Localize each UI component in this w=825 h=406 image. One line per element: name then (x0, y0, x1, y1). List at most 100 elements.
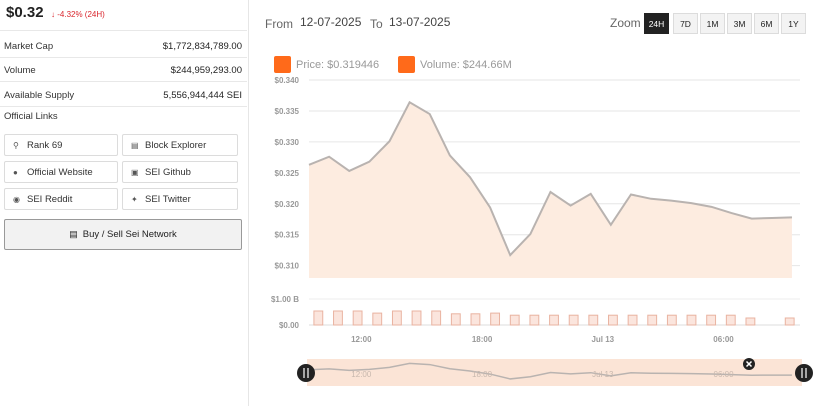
link-twitter[interactable]: ✦ SEI Twitter (122, 188, 238, 210)
coin-summary-panel: $0.32 ↓ -4.32% (24H) Market Cap $1,772,8… (0, 0, 249, 406)
volume-bar (725, 314, 736, 326)
divider (0, 106, 247, 107)
volume-bar (333, 310, 343, 326)
cart-icon: ▤ (69, 229, 78, 239)
navigator-line (308, 362, 792, 380)
x-tick-label: 18:00 (472, 335, 493, 344)
price-change-value: -4.32% (24H) (57, 10, 105, 19)
y-tick-label: $0.335 (275, 107, 300, 116)
handle-knob[interactable] (795, 364, 813, 382)
close-icon-stroke (745, 360, 753, 368)
legend-volume-label: Volume: $244.66M (420, 58, 512, 71)
link-label: SEI Github (145, 166, 191, 178)
divider (0, 81, 247, 82)
legend-volume[interactable]: Volume: $244.66M (398, 56, 512, 73)
divider (0, 30, 247, 31)
volume-bar (431, 310, 442, 326)
current-price: $0.32 (6, 4, 44, 21)
link-official-website[interactable]: ● Official Website (4, 161, 118, 183)
stat-value: $1,772,834,789.00 (162, 41, 242, 52)
zoom-24h-button[interactable]: 24H (644, 13, 669, 34)
y-tick-label: $0.320 (275, 200, 300, 209)
car-icon: ▣ (131, 167, 139, 177)
volume-bar (411, 310, 422, 326)
link-label: SEI Twitter (145, 193, 191, 205)
volume-bar (647, 314, 658, 326)
volume-bar (784, 317, 795, 326)
link-label: SEI Reddit (27, 193, 73, 205)
legend-price[interactable]: Price: $0.319446 (274, 56, 379, 73)
link-github[interactable]: ▣ SEI Github (122, 161, 238, 183)
zoom-7d-button[interactable]: 7D (673, 13, 698, 34)
official-links-title: Official Links (4, 111, 58, 122)
y-tick-label: $0.310 (275, 262, 300, 271)
twitter-icon: ✦ (131, 194, 138, 204)
document-icon: ▤ (131, 140, 139, 150)
navigator-left-handle[interactable] (297, 364, 315, 382)
chart-panel: From 12-07-2025 To 13-07-2025 Zoom 24H 7… (249, 0, 825, 406)
y-tick-label: $0.340 (275, 76, 300, 85)
stat-value: 5,556,944,444 SEI (163, 90, 242, 101)
volume-bar (352, 310, 363, 326)
zoom-1y-button[interactable]: 1Y (781, 13, 806, 34)
to-label: To (370, 17, 383, 31)
zoom-1m-button[interactable]: 1M (700, 13, 725, 34)
pin-icon: ⚲ (13, 140, 19, 150)
volume-bar (450, 313, 461, 326)
stat-label: Volume (4, 65, 36, 76)
legend-volume-swatch (398, 56, 415, 73)
down-arrow-icon: ↓ (51, 10, 55, 19)
volume-bar (470, 313, 481, 326)
price-header: $0.32 ↓ -4.32% (24H) (6, 4, 105, 22)
zoom-3m-button[interactable]: 3M (727, 13, 752, 34)
volume-bar (490, 312, 501, 326)
stat-label: Available Supply (4, 90, 75, 101)
volume-bar (706, 314, 717, 326)
handle-knob[interactable] (297, 364, 315, 382)
navigator-tick-label: 12:00 (351, 370, 372, 379)
navigator-right-handle[interactable] (795, 364, 813, 382)
x-tick-label: 06:00 (713, 335, 734, 344)
volume-bar (686, 314, 697, 326)
buy-sell-button[interactable]: ▤ Buy / Sell Sei Network (4, 219, 242, 250)
volume-bar (529, 314, 540, 326)
volume-tick-label: $0.00 (279, 321, 300, 330)
price-change: ↓ -4.32% (24H) (51, 10, 105, 19)
legend-price-swatch (274, 56, 291, 73)
from-date-input[interactable]: 12-07-2025 (300, 15, 362, 29)
volume-bar (568, 314, 579, 326)
stat-market-cap: Market Cap $1,772,834,789.00 (4, 41, 242, 52)
reddit-icon: ◉ (13, 194, 20, 204)
y-tick-label: $0.315 (275, 231, 300, 240)
volume-bar (608, 314, 618, 326)
to-date-input[interactable]: 13-07-2025 (389, 15, 451, 29)
volume-bar (666, 314, 677, 326)
x-tick-label: 12:00 (351, 335, 372, 344)
link-block-explorer[interactable]: ▤ Block Explorer (122, 134, 238, 156)
volume-tick-label: $1.00 B (271, 295, 299, 304)
link-reddit[interactable]: ◉ SEI Reddit (4, 188, 118, 210)
link-rank[interactable]: ⚲ Rank 69 (4, 134, 118, 156)
stat-label: Market Cap (4, 41, 54, 52)
link-label: Block Explorer (145, 139, 207, 151)
volume-bar (549, 314, 559, 326)
close-icon[interactable] (743, 358, 755, 370)
navigator-tick-label: 06:00 (714, 370, 735, 379)
y-tick-label: $0.330 (275, 138, 300, 147)
stat-volume: Volume $244,959,293.00 (4, 65, 242, 76)
volume-bar (372, 312, 383, 326)
link-label: Official Website (27, 166, 93, 178)
volume-bar (627, 314, 638, 326)
from-label: From (265, 17, 293, 31)
link-label: Rank 69 (27, 139, 63, 151)
volume-bar (745, 317, 756, 326)
price-chart[interactable]: $0.340 $0.335 $0.330 $0.325 $0.320 $0.315 $0.3… (249, 0, 825, 406)
navigator-tick-label: Jul 13 (592, 370, 614, 379)
volume-bar (509, 314, 520, 326)
volume-bar (313, 310, 324, 326)
buy-sell-label: Buy / Sell Sei Network (82, 229, 177, 240)
stat-available-supply: Available Supply 5,556,944,444 SEI (4, 90, 242, 101)
volume-bar (588, 314, 599, 326)
volume-bar (391, 310, 402, 326)
zoom-6m-button[interactable]: 6M (754, 13, 779, 34)
